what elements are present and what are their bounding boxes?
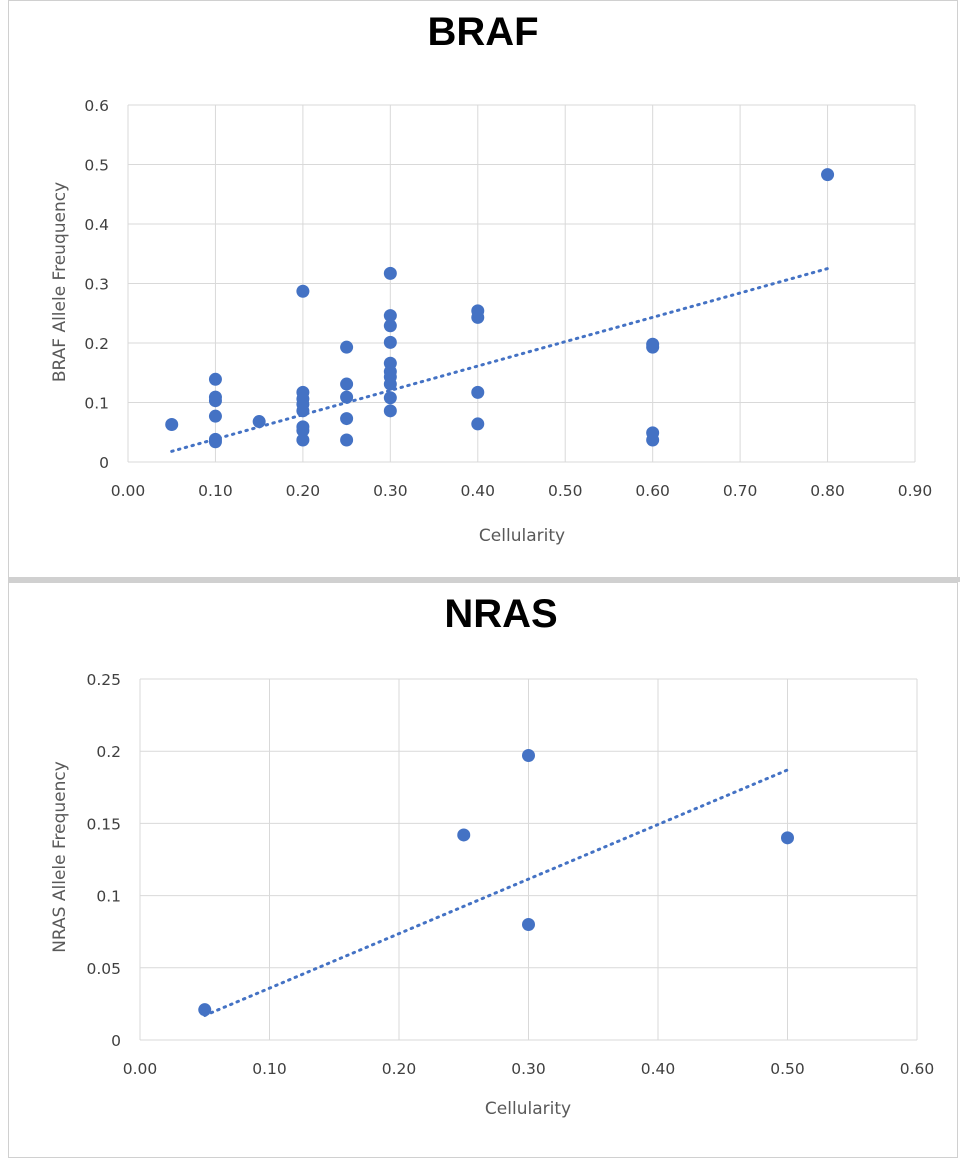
x-tick-label: 0.40 bbox=[461, 482, 496, 500]
data-point bbox=[296, 404, 310, 418]
data-point bbox=[340, 390, 354, 404]
x-tick-label: 0.00 bbox=[111, 482, 146, 500]
data-point bbox=[457, 828, 471, 842]
data-point bbox=[252, 415, 266, 429]
data-point bbox=[383, 404, 397, 418]
data-point bbox=[522, 749, 535, 763]
data-point bbox=[340, 412, 354, 426]
data-point bbox=[208, 372, 222, 386]
x-tick-label: 0.10 bbox=[252, 1060, 287, 1078]
x-tick-label: 0.60 bbox=[635, 482, 670, 500]
x-tick-label: 0.60 bbox=[900, 1060, 935, 1078]
x-tick-label: 0.20 bbox=[382, 1060, 417, 1078]
data-point bbox=[340, 433, 354, 447]
data-point bbox=[471, 417, 485, 431]
data-point bbox=[646, 433, 660, 447]
nras-chart-panel bbox=[8, 582, 958, 1158]
y-tick-label: 0.5 bbox=[84, 157, 109, 175]
y-tick-label: 0.6 bbox=[84, 97, 109, 115]
x-axis-title: Cellularity bbox=[479, 526, 565, 546]
data-point bbox=[383, 309, 397, 323]
data-point bbox=[383, 335, 397, 349]
x-tick-label: 0.50 bbox=[548, 482, 583, 500]
y-tick-label: 0.1 bbox=[96, 888, 121, 906]
data-point bbox=[208, 435, 222, 449]
trendline bbox=[203, 768, 789, 1017]
y-axis-title: NRAS Allele Frequency bbox=[50, 761, 70, 953]
chart-title: BRAF bbox=[427, 10, 538, 54]
data-point bbox=[340, 340, 354, 354]
y-tick-label: 0.25 bbox=[86, 671, 121, 689]
data-point bbox=[646, 340, 660, 354]
data-point bbox=[296, 284, 310, 298]
braf-chart-panel bbox=[8, 0, 958, 578]
braf-scatter-chart: BRAF 0.00 0.10 0.20 0.30 0.40 0.50 0.60 0.70 0.8… bbox=[50, 10, 933, 546]
data-point bbox=[471, 310, 485, 324]
x-tick-label: 0.30 bbox=[511, 1060, 546, 1078]
y-tick-label: 0.4 bbox=[84, 216, 109, 234]
y-tick-label: 0 bbox=[111, 1032, 121, 1050]
data-point bbox=[383, 377, 397, 391]
x-tick-label: 0.50 bbox=[770, 1060, 805, 1078]
data-point bbox=[383, 391, 397, 405]
data-point bbox=[821, 168, 835, 182]
y-tick-label: 0.15 bbox=[86, 815, 121, 833]
data-point bbox=[340, 377, 354, 391]
x-tick-label: 0.10 bbox=[198, 482, 233, 500]
data-point bbox=[383, 266, 397, 280]
data-point bbox=[296, 423, 310, 437]
trendline bbox=[170, 267, 830, 453]
data-point bbox=[383, 319, 397, 333]
y-axis-title: BRAF Allele Freuquency bbox=[50, 182, 70, 382]
data-point bbox=[208, 394, 222, 408]
data-point bbox=[165, 418, 179, 432]
x-tick-label: 0.30 bbox=[373, 482, 408, 500]
y-tick-label: 0 bbox=[99, 454, 109, 472]
x-tick-label: 0.20 bbox=[286, 482, 321, 500]
data-point bbox=[471, 385, 485, 399]
y-tick-label: 0.05 bbox=[86, 960, 121, 978]
x-tick-label: 0.90 bbox=[898, 482, 933, 500]
chart-title: NRAS bbox=[444, 592, 557, 636]
x-tick-label: 0.70 bbox=[723, 482, 758, 500]
data-point bbox=[208, 409, 222, 423]
y-tick-label: 0.3 bbox=[84, 276, 109, 294]
x-axis-title: Cellularity bbox=[485, 1099, 571, 1119]
data-point bbox=[296, 433, 310, 447]
y-tick-label: 0.2 bbox=[84, 335, 109, 353]
data-point bbox=[198, 1003, 212, 1017]
x-tick-label: 0.80 bbox=[810, 482, 845, 500]
y-tick-label: 0.1 bbox=[84, 395, 109, 413]
data-point bbox=[781, 831, 794, 845]
panel-divider bbox=[8, 577, 960, 582]
data-point bbox=[522, 917, 535, 931]
y-tick-label: 0.2 bbox=[96, 743, 121, 761]
x-tick-label: 0.40 bbox=[641, 1060, 676, 1078]
x-tick-label: 0.00 bbox=[123, 1060, 158, 1078]
